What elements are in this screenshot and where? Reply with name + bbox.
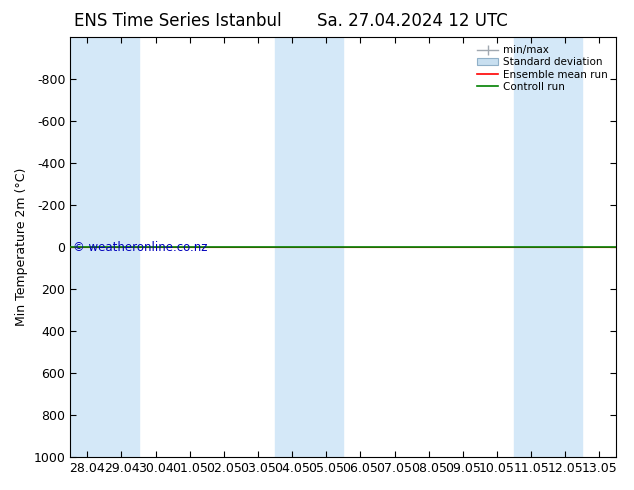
Bar [548,37,583,457]
Bar [275,37,309,457]
Text: Sa. 27.04.2024 12 UTC: Sa. 27.04.2024 12 UTC [317,12,507,30]
Bar [105,37,139,457]
Y-axis label: Min Temperature 2m (°C): Min Temperature 2m (°C) [15,168,28,326]
Bar [514,37,548,457]
Legend: min/max, Standard deviation, Ensemble mean run, Controll run: min/max, Standard deviation, Ensemble me… [474,42,611,95]
Bar [70,37,105,457]
Bar [309,37,344,457]
Text: ENS Time Series Istanbul: ENS Time Series Istanbul [74,12,281,30]
Text: © weatheronline.co.nz: © weatheronline.co.nz [73,241,207,254]
